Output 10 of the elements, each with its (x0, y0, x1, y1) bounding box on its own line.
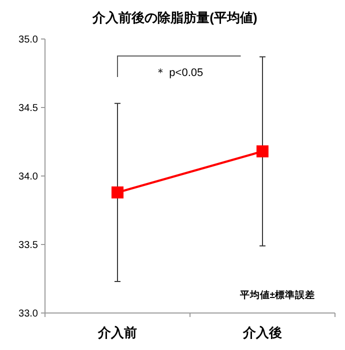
y-tick-label: 34.0 (18, 172, 38, 182)
chart-title: 介入前後の除脂肪量(平均値) (92, 10, 258, 25)
y-tick-label: 33.0 (18, 308, 38, 320)
y-tick-label: 33.5 (18, 240, 38, 251)
annotation: ＊ p<0.05 (155, 67, 204, 79)
y-tick-label: 35.0 (18, 34, 38, 46)
y-tick-label: 34.5 (18, 103, 38, 114)
x-tick-label: 介入後 (242, 325, 282, 340)
x-tick-label: 介入前 (97, 325, 137, 340)
annotation: 平均値±標準誤差 (238, 289, 315, 301)
